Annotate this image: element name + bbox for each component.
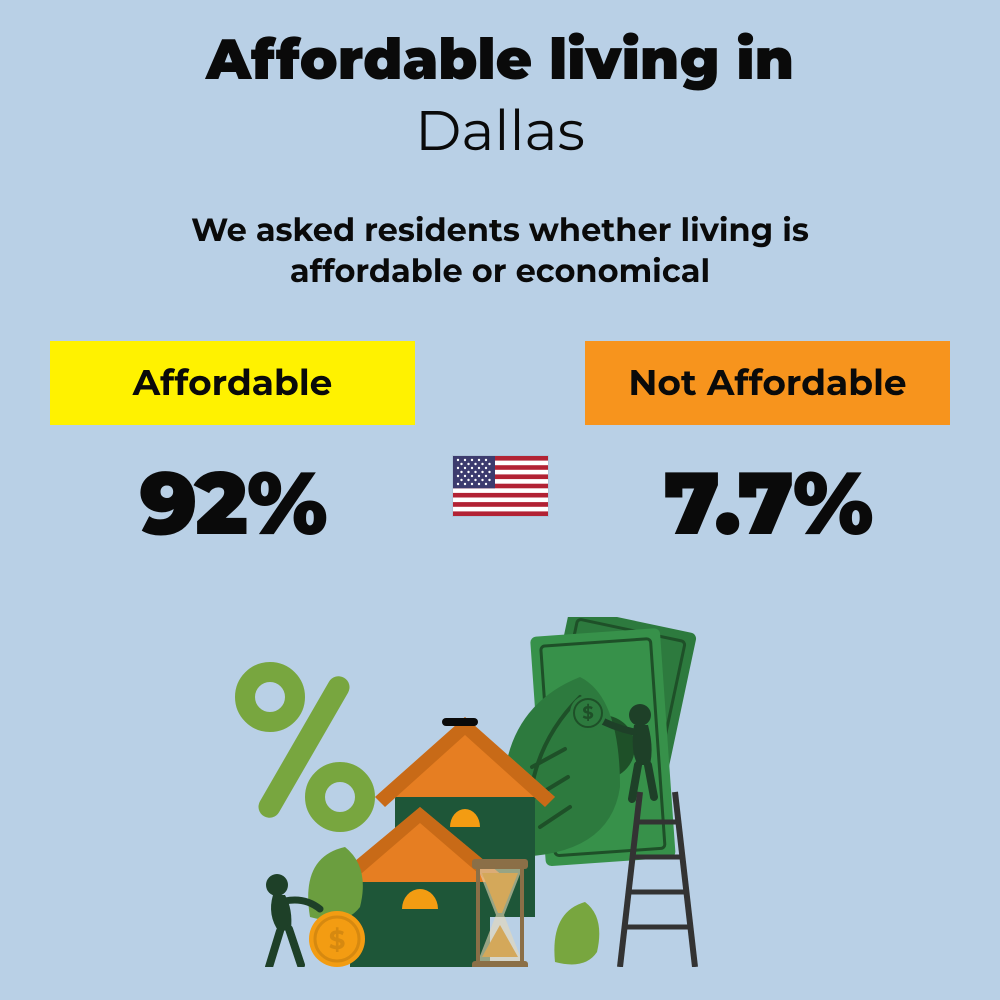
- svg-text:$: $: [329, 924, 346, 956]
- title-line2: Dallas: [415, 97, 585, 165]
- stat-affordable: Affordable 92%: [50, 341, 415, 557]
- not-affordable-value: 7.7%: [663, 450, 871, 557]
- affordable-living-illustration: $ $: [200, 617, 800, 967]
- stat-not-affordable: Not Affordable 7.7%: [585, 341, 950, 557]
- subtitle-text: We asked residents whether living is aff…: [110, 210, 890, 293]
- percent-icon: [245, 672, 365, 822]
- flag-wrap: [445, 456, 555, 516]
- not-affordable-label: Not Affordable: [585, 341, 950, 425]
- affordable-label: Affordable: [50, 341, 415, 425]
- usa-flag-icon: [453, 456, 548, 516]
- svg-text:$: $: [582, 702, 593, 724]
- affordable-value: 92%: [139, 450, 325, 557]
- title-line1: Affordable living in: [206, 30, 794, 92]
- stats-row: Affordable 92%: [50, 341, 950, 557]
